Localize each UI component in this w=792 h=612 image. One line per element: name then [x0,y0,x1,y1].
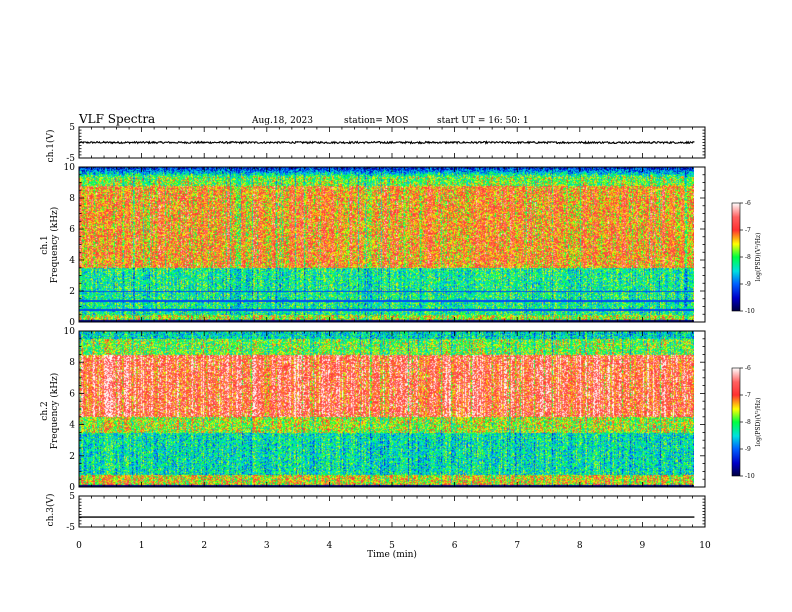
ch1-waveform-trace [78,140,695,145]
x-tick-label: 2 [201,541,207,551]
x-tick-label: 7 [514,541,520,551]
y-tick-label: -5 [66,154,75,164]
colorbar-tick-label: -8 [745,419,751,426]
colorbar-tick-label: -7 [745,227,751,234]
figure-title: VLF Spectra [78,112,155,126]
panel-ch2-spectrogram: 0 2 4 6 8 10 [64,327,706,493]
y-tick-label: -5 [66,523,75,533]
x-tick-label: 4 [327,541,333,551]
y-tick-label: 2 [69,287,75,297]
figure-station: station= MOS [344,116,408,126]
ch2-colorbar: log(PSD)(V²/Hz) -6 -7 -8 -9 -10 [731,365,762,480]
ch1-spectrogram-ylabel: Frequency (kHz) [49,207,60,284]
x-tick-label: 0 [76,541,82,551]
panel-ch3-waveform: 5 -5 [66,492,706,533]
x-tick-label: 8 [577,541,583,551]
y-tick-label: 4 [69,421,75,431]
y-tick-label: 4 [69,256,75,266]
ch1-colorbar-gradient [731,202,741,312]
colorbar-tick-label: -9 [745,281,751,288]
y-tick-label: 8 [69,194,75,204]
colorbar-tick-label: -9 [745,446,751,453]
y-tick-label: 0 [69,318,75,328]
ch1-colorbar: log(PSD)(V²/Hz) -6 -7 -8 -9 -10 [731,200,762,315]
x-tick-label: 9 [640,541,646,551]
x-tick-label: 3 [264,541,270,551]
ch2-spectrogram-channel-label: ch.2 [40,401,50,420]
y-tick-label: 5 [69,123,75,133]
ch1-colorbar-title: log(PSD)(V²/Hz) [755,233,762,282]
panel-ch1-waveform: 5 -5 [66,123,706,164]
time-axis: 0 1 2 3 4 5 6 7 8 9 10 [76,541,711,551]
figure-date: Aug.18, 2023 [251,116,313,126]
y-tick-label: 2 [69,452,75,462]
colorbar-tick-label: -8 [745,254,751,261]
colorbar-tick-label: -10 [745,308,755,315]
y-tick-label: 6 [69,389,75,399]
panel-ch1-spectrogram: 0 2 4 6 8 10 [64,163,706,328]
ch2-colorbar-gradient [731,367,741,477]
y-tick-label: 8 [69,358,75,368]
x-tick-label: 6 [452,541,458,551]
ch1-spectrogram-image [79,167,694,322]
x-tick-label: 5 [389,541,395,551]
y-tick-label: 10 [64,327,76,337]
colorbar-tick-label: -6 [745,200,751,207]
ch3-waveform-ylabel: ch.3(V) [45,494,56,527]
y-tick-label: 0 [69,483,75,493]
ch2-spectrogram-ylabel: Frequency (kHz) [49,373,60,450]
y-tick-label: 6 [69,225,75,235]
figure-start-ut: start UT = 16: 50: 1 [437,116,529,126]
colorbar-tick-label: -7 [745,392,751,399]
y-tick-label: 5 [69,492,75,502]
x-tick-label: 1 [139,541,145,551]
ch1-waveform-ylabel: ch.1(V) [45,130,56,163]
ch2-spectrogram-image [79,331,694,487]
colorbar-tick-label: -10 [745,473,755,480]
colorbar-tick-label: -6 [745,365,751,372]
ch2-colorbar-title: log(PSD)(V²/Hz) [755,398,762,447]
x-tick-label: 10 [699,541,711,551]
time-axis-title: Time (min) [367,549,417,560]
y-tick-label: 10 [64,163,76,173]
ch1-spectrogram-channel-label: ch.1 [40,235,50,254]
